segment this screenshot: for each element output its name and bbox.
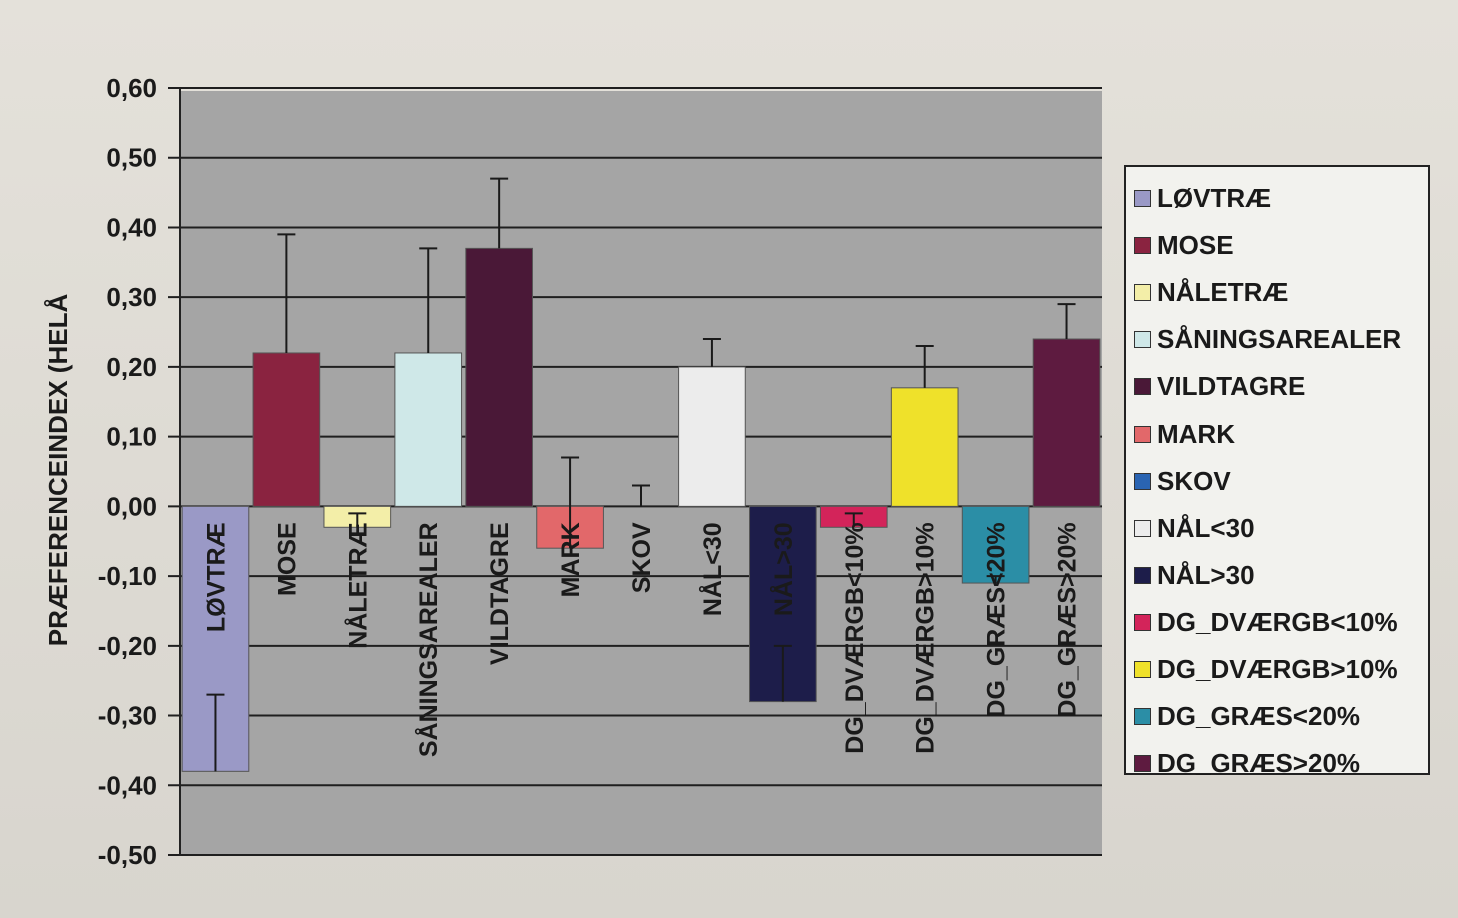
legend-swatch [1134, 613, 1151, 631]
legend-item: DG_DVÆRGB<10% [1134, 599, 1428, 646]
legend-label: NÅL>30 [1157, 559, 1255, 590]
legend-item: DG_GRÆS<20% [1134, 693, 1428, 740]
category-label: DG_DVÆRGB<10% [841, 522, 869, 753]
legend-swatch [1134, 472, 1151, 490]
legend-item: MARK [1134, 410, 1428, 457]
legend-swatch [1134, 566, 1151, 584]
category-label: DG_DVÆRGB>10% [912, 522, 940, 753]
category-label: SÅNINGSAREALER [414, 522, 443, 757]
bar [890, 387, 959, 507]
gridlines [168, 87, 1102, 856]
legend-item: NÅLETRÆ [1134, 269, 1428, 316]
legend-label: SKOV [1157, 465, 1231, 496]
y-tick-label: 0,60 [106, 73, 157, 103]
legend-swatch [1134, 660, 1151, 678]
y-tick-labels: 0,60 0,50 0,40 0,30 0,20 0,10 0,00 -0,10 -0,20 -0… [98, 73, 157, 870]
y-tick-label: 0,00 [106, 491, 157, 521]
legend-label: DG_GRÆS<20% [1157, 701, 1361, 732]
category-label: MARK [557, 522, 585, 597]
legend-swatch [1134, 378, 1151, 396]
legend-item: DG_GRÆS>20% [1134, 740, 1428, 787]
legend-item: NÅL<30 [1134, 505, 1428, 552]
y-tick-label: -0,30 [98, 701, 157, 731]
bar [465, 247, 533, 507]
y-tick-label: -0,20 [98, 631, 157, 661]
category-label: LØVTRÆ [202, 522, 230, 632]
y-tick-label: -0,50 [98, 840, 157, 870]
category-label: NÅL>30 [769, 522, 798, 616]
legend-label: NÅL<30 [1157, 512, 1255, 543]
legend-item: DG_DVÆRGB>10% [1134, 646, 1428, 693]
category-label: VILDTAGRE [486, 522, 514, 665]
category-labels: LØVTRÆ MOSE NÅLETRÆ SÅNINGSAREALER VILDTAGRE… [202, 522, 1081, 757]
bars [181, 177, 1101, 772]
legend-swatch [1134, 425, 1151, 443]
legend-label: DG_GRÆS>20% [1157, 748, 1361, 779]
legend-swatch [1134, 237, 1151, 255]
y-tick-label: 0,40 [106, 212, 157, 242]
legend-label: MOSE [1157, 230, 1234, 261]
legend: LØVTRÆ MOSE NÅLETRÆ SÅNINGSAREALER VILDTAGRE… [1124, 165, 1430, 778]
legend-swatch [1134, 755, 1151, 773]
category-label: DG_GRÆS>20% [1054, 522, 1082, 717]
legend-label: SÅNINGSAREALER [1157, 324, 1402, 355]
legend-item: MOSE [1134, 222, 1428, 269]
category-label: MOSE [273, 522, 301, 596]
legend-label: LØVTRÆ [1157, 183, 1272, 214]
category-label: DG_GRÆS<20% [983, 522, 1011, 717]
category-label: SKOV [628, 522, 656, 593]
category-label: NÅL<30 [698, 522, 727, 616]
bar [394, 352, 463, 507]
legend-label: MARK [1157, 418, 1235, 449]
bar [252, 352, 321, 507]
legend-swatch [1134, 284, 1151, 302]
legend-item: SKOV [1134, 458, 1428, 505]
legend-item: NÅL>30 [1134, 552, 1428, 599]
legend-label: VILDTAGRE [1157, 371, 1306, 402]
y-tick-label: 0,30 [106, 282, 157, 312]
legend-swatch [1134, 519, 1151, 537]
y-axis-label: PRÆFERENCEINDEX (HELÅ [43, 294, 73, 647]
legend-label: NÅLETRÆ [1157, 277, 1289, 308]
y-tick-label: -0,10 [98, 561, 157, 591]
y-tick-label: 0,20 [106, 352, 157, 382]
legend-swatch [1134, 331, 1151, 349]
legend-swatch [1134, 190, 1151, 208]
bar [678, 366, 746, 507]
legend-label: DG_DVÆRGB<10% [1157, 606, 1398, 637]
y-tick-label: 0,10 [106, 422, 157, 452]
legend-swatch [1134, 708, 1151, 726]
legend-item: LØVTRÆ [1134, 175, 1428, 222]
bar [1032, 338, 1101, 507]
bar [961, 505, 1030, 584]
legend-item: SÅNINGSAREALER [1134, 316, 1428, 363]
legend-label: DG_DVÆRGB>10% [1157, 653, 1398, 684]
legend-item: VILDTAGRE [1134, 363, 1428, 410]
y-tick-label: -0,40 [98, 770, 157, 800]
y-tick-label: 0,50 [106, 143, 157, 173]
category-label: NÅLETRÆ [343, 522, 372, 648]
